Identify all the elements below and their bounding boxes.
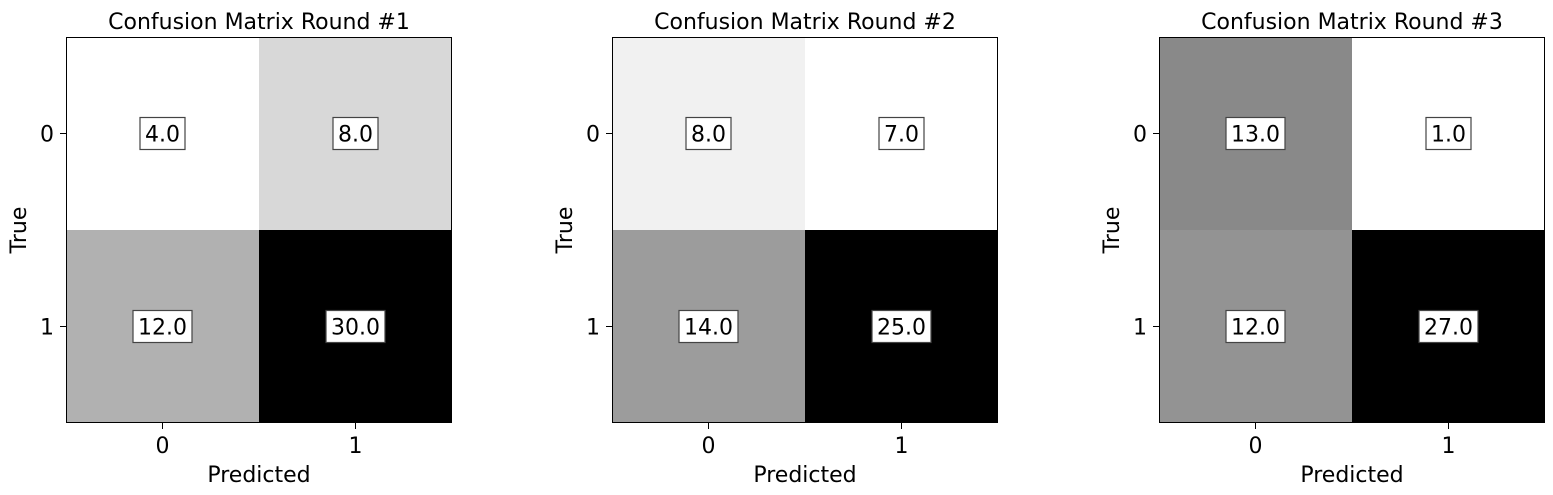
y-tick-label-1: 1 (1133, 316, 1147, 341)
value-label-box (1225, 116, 1286, 151)
value-label-box (332, 116, 379, 151)
confusion-matrix-panel-3: 13.0 1.0 12.0 27.0 0 1 0 1 Predicted True Confusio… (1100, 10, 1545, 488)
value-label-group: 12.0 (132, 309, 193, 344)
value-label-group: 30.0 (325, 309, 386, 344)
value-label-box (685, 116, 732, 151)
value-label-group: 8.0 (332, 116, 379, 151)
value-label-box (139, 116, 186, 151)
value-label-box (878, 116, 925, 151)
y-axis-label: True (1100, 207, 1125, 255)
value-label-box (325, 309, 386, 344)
chart-title: Confusion Matrix Round #3 (1201, 10, 1503, 35)
x-axis-label: Predicted (1300, 463, 1403, 488)
confusion-matrix-panel-2: 8.0 7.0 14.0 25.0 0 1 0 1 Predicted True Confusion… (553, 10, 998, 488)
y-tick-label-0: 0 (1133, 123, 1147, 148)
value-label-r1-c0: 14.0 (684, 316, 733, 341)
value-label-group: 1.0 (1425, 116, 1472, 151)
value-label-box (678, 309, 739, 344)
value-label-r1-c1: 27.0 (1424, 316, 1473, 341)
value-label-r1-c0: 12.0 (138, 316, 187, 341)
value-label-group: 27.0 (1418, 309, 1479, 344)
value-label-r0-c0: 4.0 (145, 123, 180, 148)
chart-title: Confusion Matrix Round #2 (654, 10, 956, 35)
confusion-matrix-panel-1: 4.0 8.0 12.0 30.0 0 1 0 1 Predicted True Confusion… (7, 10, 452, 488)
value-label-r1-c0: 12.0 (1231, 316, 1280, 341)
value-label-r0-c0: 13.0 (1231, 123, 1280, 148)
value-label-box (1225, 309, 1286, 344)
value-label-group: 7.0 (878, 116, 925, 151)
value-label-box (1425, 116, 1472, 151)
x-axis-label: Predicted (753, 463, 856, 488)
y-tick-label-0: 0 (586, 123, 600, 148)
value-label-group: 25.0 (871, 309, 932, 344)
x-tick-label-0: 0 (1249, 434, 1263, 459)
x-axis-label: Predicted (207, 463, 310, 488)
plot-frame (1159, 37, 1545, 423)
chart-title: Confusion Matrix Round #1 (108, 10, 410, 35)
plot-frame (66, 37, 452, 423)
value-label-r0-c1: 7.0 (884, 123, 919, 148)
value-label-r0-c0: 8.0 (691, 123, 726, 148)
value-label-r0-c1: 1.0 (1431, 123, 1466, 148)
y-tick-label-1: 1 (586, 316, 600, 341)
plot-frame (612, 37, 998, 423)
y-axis-label: True (7, 207, 32, 255)
y-axis-label: True (553, 207, 578, 255)
x-tick-label-0: 0 (702, 434, 716, 459)
value-label-group: 12.0 (1225, 309, 1286, 344)
value-label-group: 8.0 (685, 116, 732, 151)
x-tick-label-1: 1 (895, 434, 909, 459)
value-label-box (1418, 309, 1479, 344)
value-label-r0-c1: 8.0 (338, 123, 373, 148)
value-label-r1-c1: 25.0 (877, 316, 926, 341)
y-tick-label-0: 0 (40, 123, 54, 148)
value-label-group: 4.0 (139, 116, 186, 151)
value-label-box (871, 309, 932, 344)
value-label-group: 14.0 (678, 309, 739, 344)
value-label-r1-c1: 30.0 (331, 316, 380, 341)
x-tick-label-1: 1 (349, 434, 363, 459)
x-tick-label-1: 1 (1442, 434, 1456, 459)
y-tick-label-1: 1 (40, 316, 54, 341)
value-label-box (132, 309, 193, 344)
x-tick-label-0: 0 (156, 434, 170, 459)
value-label-group: 13.0 (1225, 116, 1286, 151)
